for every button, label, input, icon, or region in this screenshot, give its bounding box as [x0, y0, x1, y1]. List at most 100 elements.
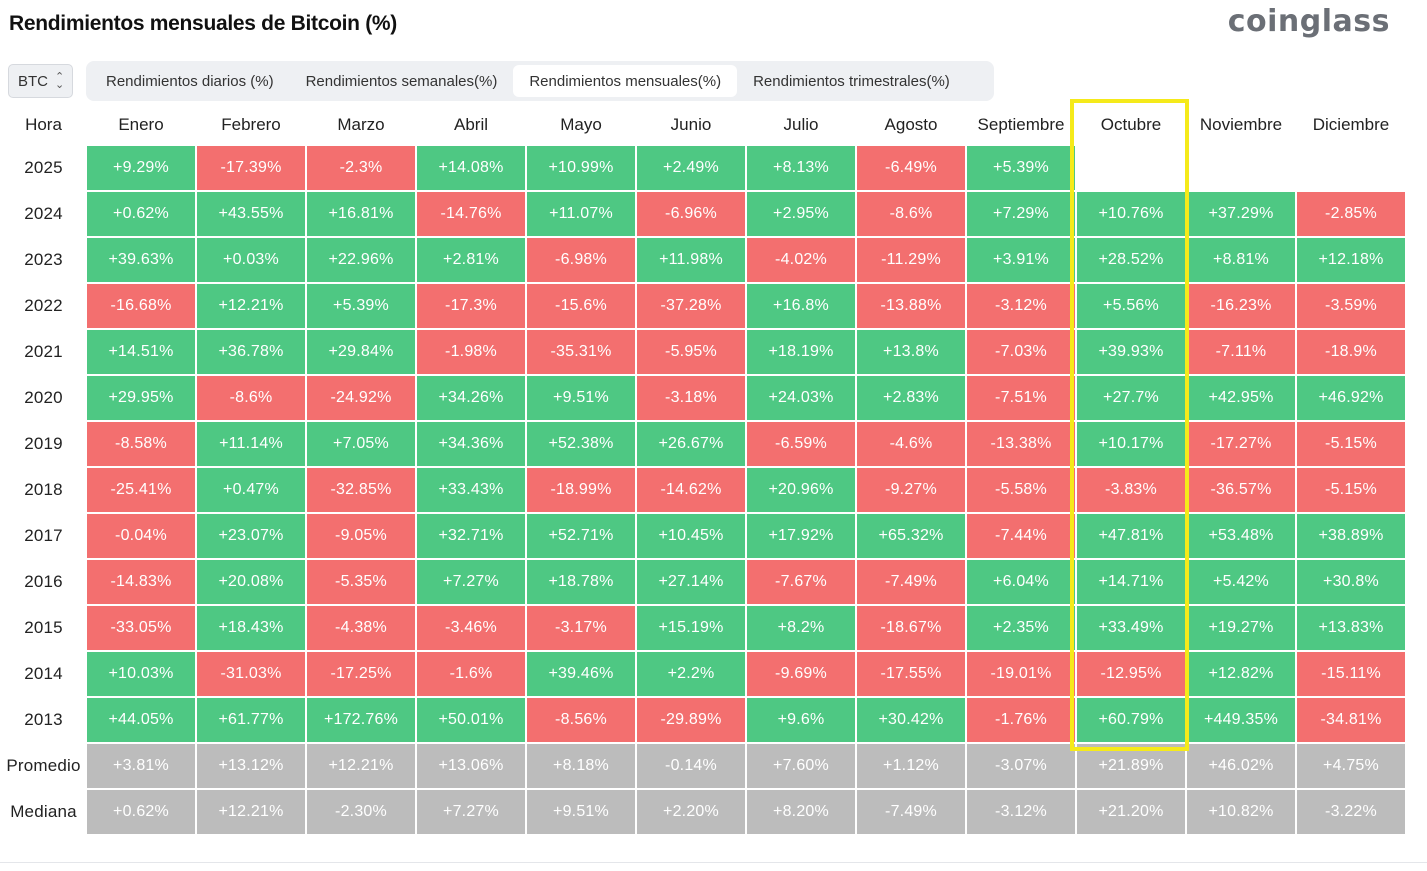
table-row-2020: 2020 +29.95% -8.6% -24.92% +34.26% +9.51% -3.1…: [2, 376, 1405, 422]
row-label: 2019: [2, 422, 85, 468]
return-cell: -2.85%: [1297, 192, 1405, 238]
return-cell: +5.39%: [967, 146, 1075, 192]
return-cell: -3.22%: [1297, 790, 1405, 836]
return-cell: +27.14%: [637, 560, 745, 606]
return-cell: +16.81%: [307, 192, 415, 238]
return-cell: +39.93%: [1077, 330, 1185, 376]
return-cell: +33.43%: [417, 468, 525, 514]
return-cell: -8.6%: [857, 192, 965, 238]
return-cell: -13.38%: [967, 422, 1075, 468]
return-cell: +2.83%: [857, 376, 965, 422]
column-header-enero: Enero: [118, 115, 164, 134]
row-label: 2018: [2, 468, 85, 514]
return-cell: +13.06%: [417, 744, 525, 790]
return-cell: +39.46%: [527, 652, 635, 698]
return-cell: -0.14%: [637, 744, 745, 790]
return-cell: +19.27%: [1187, 606, 1295, 652]
return-cell: -1.6%: [417, 652, 525, 698]
return-cell: +30.42%: [857, 698, 965, 744]
row-label: 2022: [2, 284, 85, 330]
return-cell: +16.8%: [747, 284, 855, 330]
return-cell: +13.83%: [1297, 606, 1405, 652]
return-cell: +20.08%: [197, 560, 305, 606]
asset-select[interactable]: BTC ⌃ ⌄: [8, 64, 73, 98]
table-row-2014: 2014 +10.03% -31.03% -17.25% -1.6% +39.46% +2.…: [2, 652, 1405, 698]
return-cell: -32.85%: [307, 468, 415, 514]
return-cell: -17.55%: [857, 652, 965, 698]
return-cell: +7.27%: [417, 790, 525, 836]
return-cell: -35.31%: [527, 330, 635, 376]
return-cell: +22.96%: [307, 238, 415, 284]
table-row-2018: 2018 -25.41% +0.47% -32.85% +33.43% -18.99% -1…: [2, 468, 1405, 514]
table-row-2024: 2024 +0.62% +43.55% +16.81% -14.76% +11.07% -6…: [2, 192, 1405, 238]
return-cell: -2.30%: [307, 790, 415, 836]
brand-logo: coinglass: [1227, 4, 1390, 39]
return-cell: +10.17%: [1077, 422, 1185, 468]
return-cell: +21.89%: [1077, 744, 1185, 790]
return-cell: +5.42%: [1187, 560, 1295, 606]
column-header-septiembre: Septiembre: [977, 115, 1065, 134]
return-cell: +44.05%: [87, 698, 195, 744]
return-cell: +9.29%: [87, 146, 195, 192]
return-cell: +10.45%: [637, 514, 745, 560]
table-row-2016: 2016 -14.83% +20.08% -5.35% +7.27% +18.78% +27…: [2, 560, 1405, 606]
return-cell: +12.21%: [197, 790, 305, 836]
return-cell: -13.88%: [857, 284, 965, 330]
return-cell: -5.95%: [637, 330, 745, 376]
return-cell: -31.03%: [197, 652, 305, 698]
return-cell: -7.11%: [1187, 330, 1295, 376]
column-header-junio: Junio: [670, 115, 712, 134]
return-cell: -14.62%: [637, 468, 745, 514]
row-label: 2021: [2, 330, 85, 376]
return-cell: +11.98%: [637, 238, 745, 284]
return-cell: +29.95%: [87, 376, 195, 422]
tab-daily-returns[interactable]: Rendimientos diarios (%): [106, 72, 274, 90]
return-cell: +7.27%: [417, 560, 525, 606]
table-row-2023: 2023 +39.63% +0.03% +22.96% +2.81% -6.98% +11.…: [2, 238, 1405, 284]
return-cell: -5.15%: [1297, 422, 1405, 468]
row-label: Promedio: [2, 744, 85, 790]
return-cell: -4.02%: [747, 238, 855, 284]
return-cell: -3.17%: [527, 606, 635, 652]
return-cell: -5.58%: [967, 468, 1075, 514]
return-cell: +61.77%: [197, 698, 305, 744]
return-cell: -3.18%: [637, 376, 745, 422]
column-header-marzo: Marzo: [337, 115, 385, 134]
return-cell: +15.19%: [637, 606, 745, 652]
return-cell: -24.92%: [307, 376, 415, 422]
return-cell: +43.55%: [197, 192, 305, 238]
return-cell: +14.08%: [417, 146, 525, 192]
return-cell: -9.69%: [747, 652, 855, 698]
row-label: 2020: [2, 376, 85, 422]
return-cell: +21.20%: [1077, 790, 1185, 836]
tab-monthly-returns[interactable]: Rendimientos mensuales(%): [513, 65, 738, 97]
return-cell: +3.91%: [967, 238, 1075, 284]
return-cell: -6.49%: [857, 146, 965, 192]
return-cell: +18.78%: [527, 560, 635, 606]
return-cell: +0.47%: [197, 468, 305, 514]
return-cell: [1187, 146, 1295, 192]
return-cell: +10.76%: [1077, 192, 1185, 238]
return-cell: -3.07%: [967, 744, 1075, 790]
return-cell: -6.96%: [637, 192, 745, 238]
return-cell: -19.01%: [967, 652, 1075, 698]
return-cell: +33.49%: [1077, 606, 1185, 652]
return-cell: +32.71%: [417, 514, 525, 560]
return-cell: +14.51%: [87, 330, 195, 376]
tab-weekly-returns[interactable]: Rendimientos semanales(%): [305, 72, 498, 90]
return-cell: +52.38%: [527, 422, 635, 468]
period-tabs: Rendimientos diarios (%) Rendimientos se…: [86, 61, 994, 101]
return-cell: [1077, 146, 1185, 192]
table-row-2017: 2017 -0.04% +23.07% -9.05% +32.71% +52.71% +10…: [2, 514, 1405, 560]
tab-quarterly-returns[interactable]: Rendimientos trimestrales(%): [753, 72, 950, 90]
row-label: 2016: [2, 560, 85, 606]
row-label: 2024: [2, 192, 85, 238]
return-cell: +10.99%: [527, 146, 635, 192]
return-cell: +34.26%: [417, 376, 525, 422]
return-cell: -18.67%: [857, 606, 965, 652]
stat-row-promedio: Promedio +3.81% +13.12% +12.21% +13.06% +8.18…: [2, 744, 1405, 790]
return-cell: +7.60%: [747, 744, 855, 790]
return-cell: +39.63%: [87, 238, 195, 284]
return-cell: -4.38%: [307, 606, 415, 652]
return-cell: -17.27%: [1187, 422, 1295, 468]
